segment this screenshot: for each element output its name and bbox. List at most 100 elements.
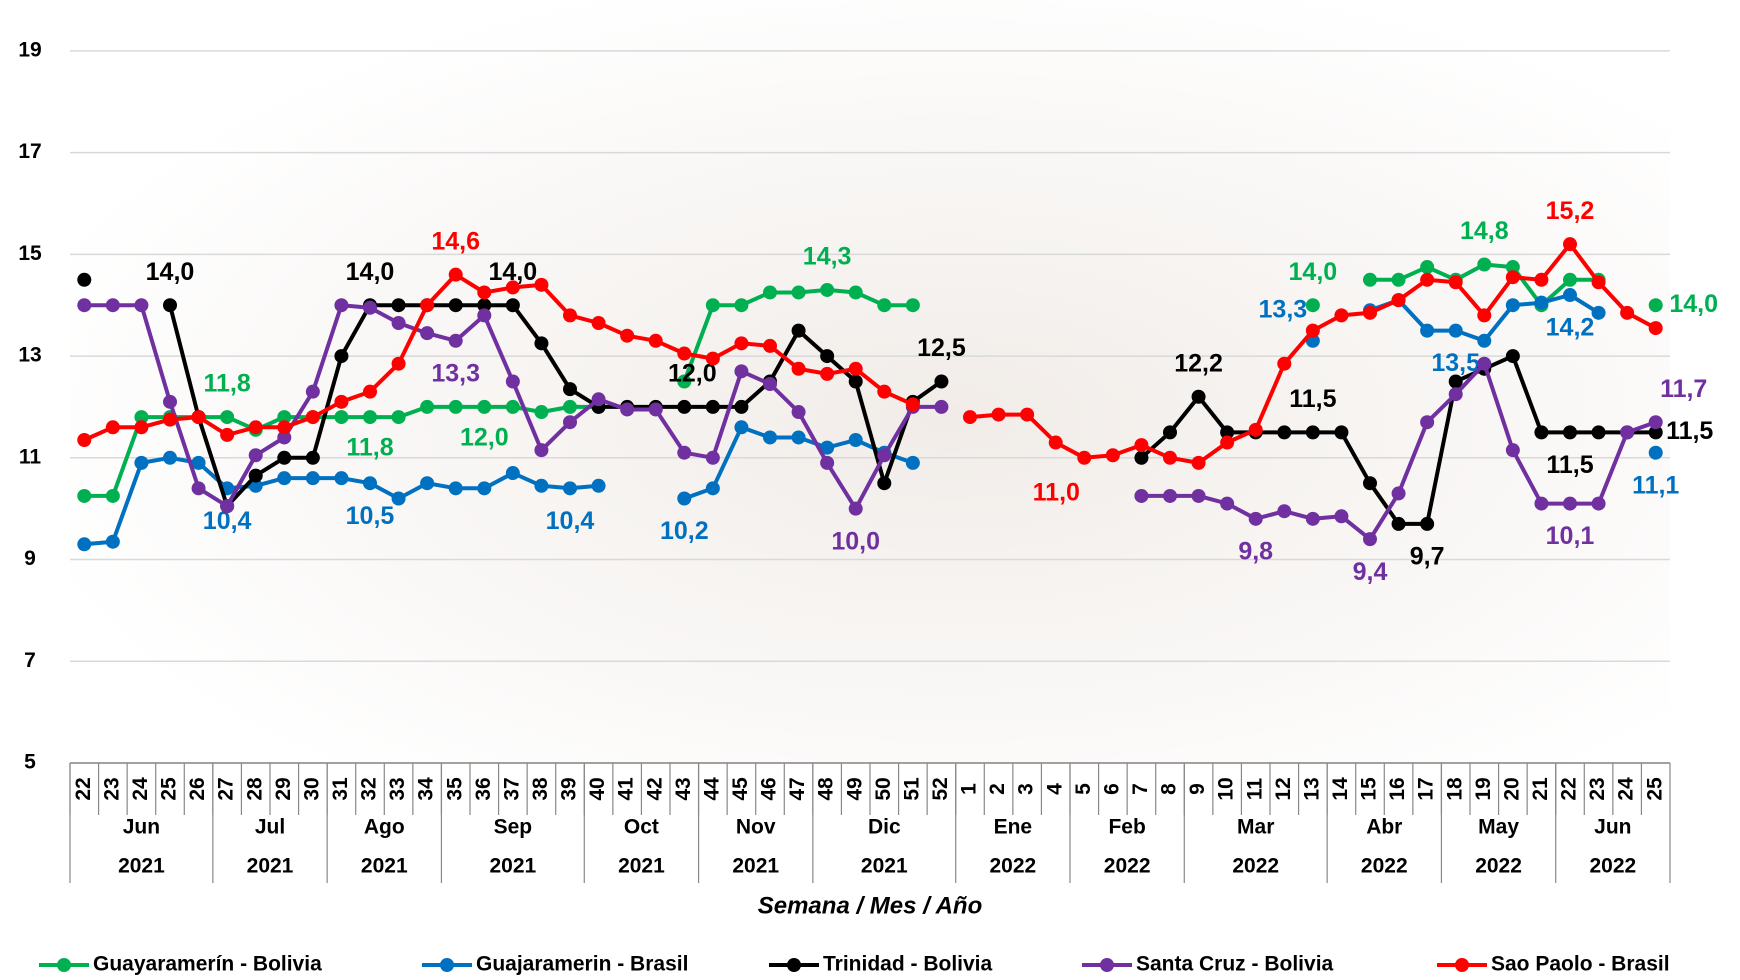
data-point	[277, 471, 292, 486]
data-label: 14,0	[1669, 290, 1718, 318]
data-point	[77, 488, 92, 503]
data-point	[648, 333, 663, 348]
x-tick-label: 18	[1443, 777, 1466, 801]
data-point	[1420, 415, 1435, 430]
data-point	[563, 399, 577, 414]
data-point	[448, 399, 463, 414]
data-point	[991, 407, 1006, 422]
data-point	[1163, 425, 1177, 440]
month-label: May	[1478, 816, 1519, 839]
x-tick-label: 8	[1158, 783, 1181, 795]
x-tick-label: 15	[1358, 777, 1381, 801]
data-point	[705, 450, 720, 465]
data-point	[220, 499, 235, 514]
data-point	[1477, 356, 1492, 371]
data-point	[705, 298, 720, 313]
data-point	[477, 308, 492, 323]
data-point	[1534, 272, 1549, 287]
data-point	[163, 394, 177, 409]
data-point	[163, 298, 177, 313]
data-point	[1505, 260, 1520, 275]
y-tick-label: 19	[18, 38, 41, 61]
x-tick-label: 32	[358, 777, 381, 800]
data-point	[105, 298, 120, 313]
data-point	[1220, 435, 1235, 450]
legend-label: Trinidad - Bolivia	[823, 953, 993, 976]
data-point	[1363, 305, 1377, 320]
data-point	[1563, 425, 1577, 440]
data-point	[1191, 488, 1206, 503]
data-point	[1505, 298, 1520, 313]
data-point	[877, 298, 892, 313]
data-point	[591, 316, 606, 331]
data-point	[1591, 425, 1606, 440]
data-point	[734, 336, 749, 351]
data-label: 13,3	[1259, 295, 1308, 323]
data-point	[563, 481, 577, 496]
data-point	[1648, 415, 1663, 430]
year-label: 2021	[861, 855, 908, 878]
data-point	[477, 481, 492, 496]
data-label: 12,0	[460, 424, 509, 452]
data-point	[620, 328, 635, 343]
data-point	[1477, 308, 1492, 323]
data-point	[334, 349, 349, 364]
data-point	[1220, 425, 1235, 440]
x-tick-label: 35	[443, 777, 466, 801]
data-point	[277, 420, 292, 435]
data-point	[1305, 298, 1320, 313]
x-tick-label: 40	[586, 777, 609, 800]
data-label: 14,0	[346, 258, 395, 286]
x-tick-label: 36	[472, 777, 495, 800]
month-label: Feb	[1108, 816, 1145, 839]
data-point	[77, 272, 92, 287]
data-point	[1420, 272, 1435, 287]
month-label: Mar	[1237, 816, 1274, 839]
year-label: 2021	[118, 855, 165, 878]
data-point	[1134, 488, 1149, 503]
data-label: 11,5	[1546, 451, 1593, 479]
data-label: 10,4	[546, 507, 595, 535]
data-point	[1334, 425, 1349, 440]
data-point	[1134, 450, 1149, 465]
data-point	[1248, 511, 1263, 526]
x-tick-label: 27	[215, 777, 238, 800]
data-point	[848, 361, 863, 376]
x-tick-label: 33	[386, 777, 409, 800]
data-point	[1563, 496, 1577, 511]
data-point	[277, 430, 292, 445]
data-point	[877, 476, 892, 491]
y-tick-label: 15	[18, 242, 42, 265]
data-label: 11,1	[1632, 471, 1679, 499]
data-point	[363, 410, 377, 425]
data-point	[705, 481, 720, 496]
x-tick-label: 13	[1300, 777, 1323, 800]
data-label: 11,8	[204, 370, 251, 398]
year-label: 2022	[1232, 855, 1279, 878]
data-point	[1163, 450, 1177, 465]
data-point	[1277, 504, 1292, 519]
x-tick-label: 23	[100, 777, 123, 800]
data-point	[877, 384, 892, 399]
data-point	[334, 471, 349, 486]
month-label: Oct	[624, 816, 659, 839]
data-point	[1620, 425, 1635, 440]
data-point	[1334, 308, 1349, 323]
data-point	[277, 410, 292, 425]
x-axis-title: Semana / Mes / Año	[758, 892, 983, 919]
y-tick-label: 11	[19, 445, 42, 468]
data-point	[905, 455, 920, 470]
data-label: 10,1	[1546, 522, 1595, 550]
data-point	[677, 445, 692, 460]
x-tick-label: 24	[129, 777, 152, 801]
month-label: Jun	[123, 816, 160, 839]
data-label: 10,5	[346, 502, 395, 530]
data-point	[248, 468, 263, 483]
x-tick-label: 11	[1243, 778, 1266, 801]
x-tick-label: 46	[758, 777, 781, 800]
data-point	[334, 394, 349, 409]
y-tick-label: 13	[18, 344, 41, 367]
data-point	[1420, 516, 1435, 531]
x-tick-label: 5	[1072, 783, 1095, 795]
data-point	[1591, 305, 1606, 320]
